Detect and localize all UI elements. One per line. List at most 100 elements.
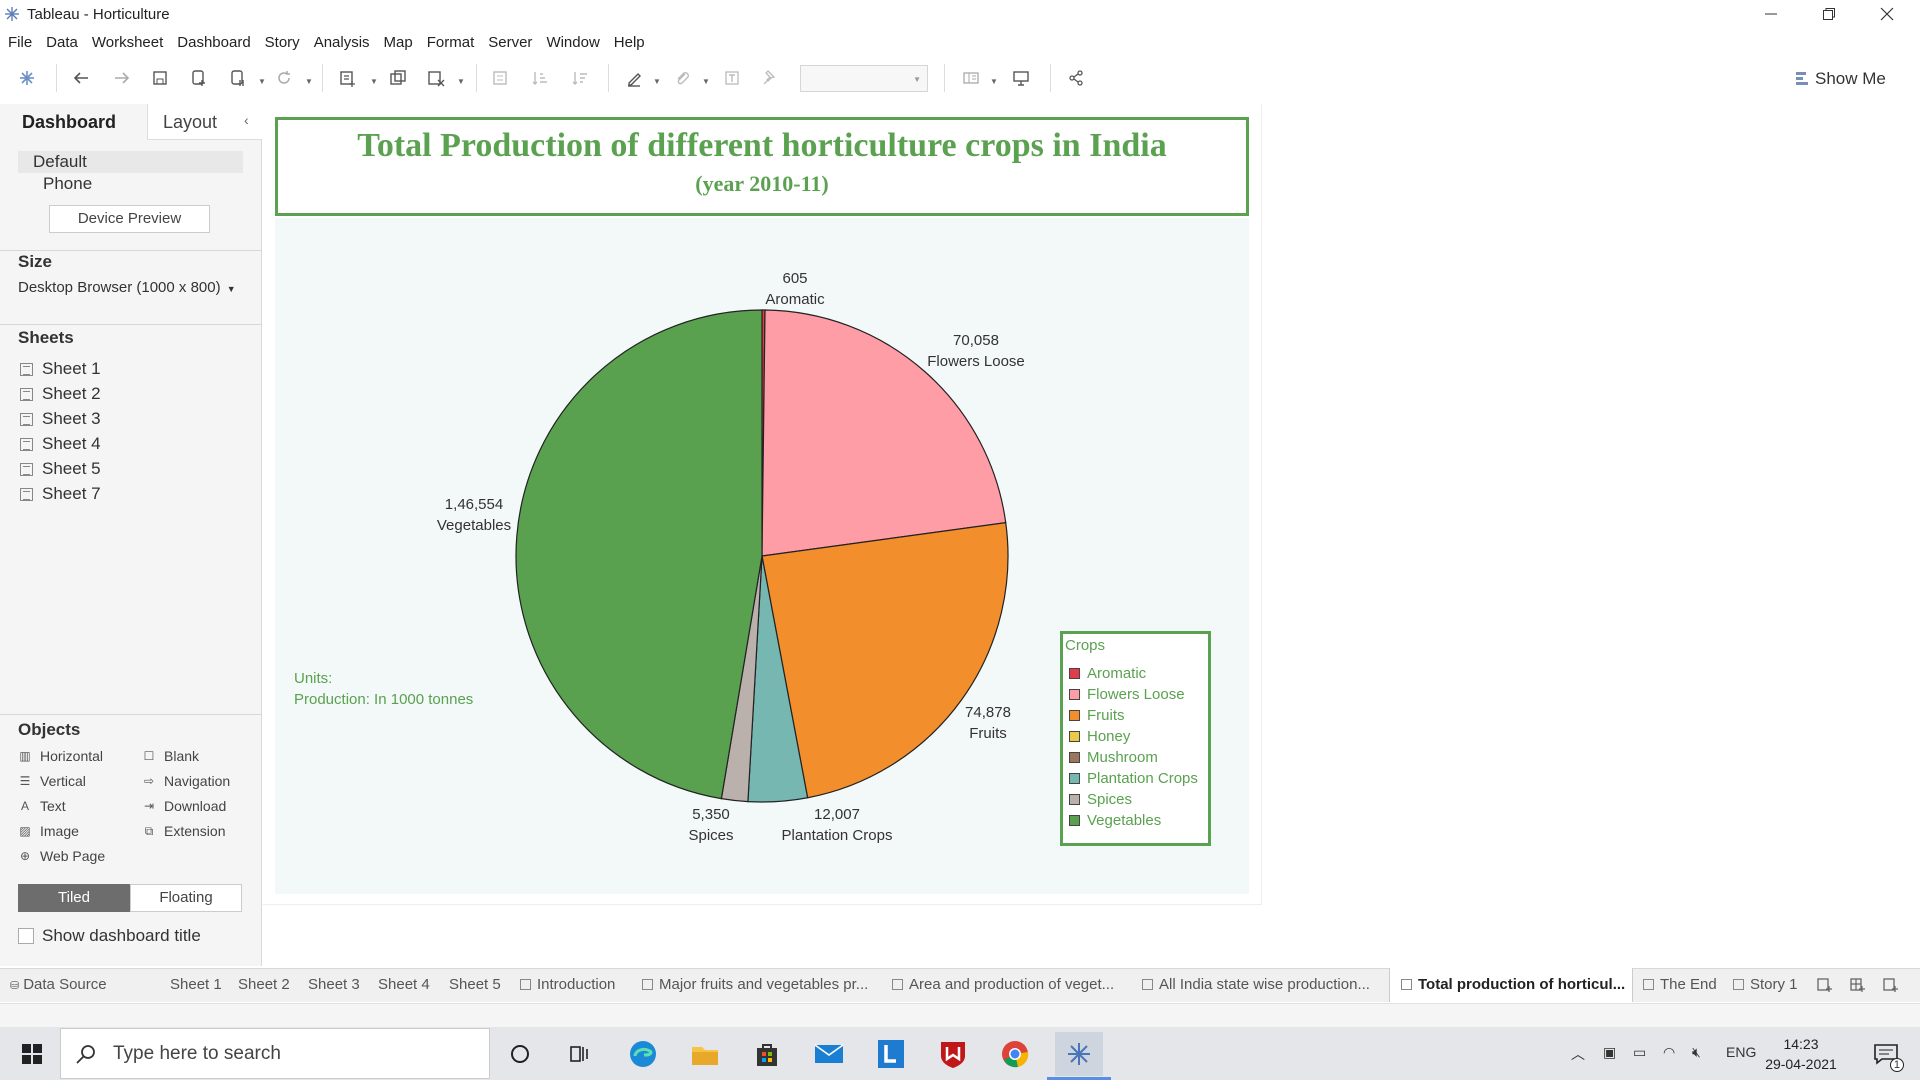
new-dashboard-tab-button[interactable] xyxy=(1845,973,1869,997)
new-worksheet-button[interactable] xyxy=(336,66,360,90)
tab-dashboard[interactable]: Dashboard xyxy=(0,104,147,140)
save-button[interactable] xyxy=(148,66,172,90)
sort-ascending-button[interactable] xyxy=(528,66,552,90)
show-cards-button[interactable] xyxy=(959,66,983,90)
legend-item[interactable]: Spices xyxy=(1069,790,1132,808)
task-view-button[interactable] xyxy=(556,1032,604,1076)
menu-worksheet[interactable]: Worksheet xyxy=(91,33,164,51)
new-sheet-dropdown-icon[interactable]: ▼ xyxy=(370,77,378,86)
legend-item[interactable]: Plantation Crops xyxy=(1069,769,1198,787)
start-button[interactable] xyxy=(8,1032,56,1076)
refresh-dropdown-icon[interactable]: ▼ xyxy=(305,77,313,86)
tab-state-wise[interactable]: All India state wise production... xyxy=(1142,968,1370,1002)
object-extension[interactable]: ⧉ Extension xyxy=(142,821,226,841)
tab-sheet-2[interactable]: Sheet 2 xyxy=(238,976,290,993)
object-download[interactable]: ⇥ Download xyxy=(142,796,226,816)
tab-sheet-4[interactable]: Sheet 4 xyxy=(378,976,430,993)
clear-sheet-button[interactable] xyxy=(424,66,448,90)
checkbox-box[interactable] xyxy=(18,928,34,944)
swap-rows-columns-button[interactable] xyxy=(488,66,512,90)
undo-button[interactable] xyxy=(70,66,94,90)
object-text[interactable]: A Text xyxy=(18,796,66,816)
fix-axes-button[interactable] xyxy=(758,66,782,90)
store-taskbar-icon[interactable] xyxy=(743,1032,791,1076)
object-blank[interactable]: ☐ Blank xyxy=(142,746,199,766)
tableau-taskbar-icon[interactable] xyxy=(1055,1032,1103,1076)
sheet-list-item[interactable]: Sheet 4 xyxy=(20,433,101,455)
tab-layout[interactable]: Layout xyxy=(147,104,262,140)
legend-item[interactable]: Mushroom xyxy=(1069,748,1158,766)
tab-major-fruits[interactable]: Major fruits and vegetables pr... xyxy=(642,968,868,1002)
menu-file[interactable]: File xyxy=(8,33,33,51)
object-vertical[interactable]: ☰ Vertical xyxy=(18,771,86,791)
presentation-mode-button[interactable] xyxy=(1009,66,1033,90)
tab-introduction[interactable]: Introduction xyxy=(520,968,615,1002)
collapse-panel-icon[interactable]: ‹ xyxy=(244,112,249,128)
group-members-button[interactable] xyxy=(670,66,694,90)
tab-sheet-5[interactable]: Sheet 5 xyxy=(449,976,501,993)
new-story-tab-button[interactable] xyxy=(1878,973,1902,997)
sort-descending-button[interactable] xyxy=(568,66,592,90)
sheet-list-item[interactable]: Sheet 2 xyxy=(20,383,101,405)
show-hidden-icons-button[interactable]: ︿ xyxy=(1571,1046,1585,1062)
show-dashboard-title-checkbox[interactable]: Show dashboard title xyxy=(18,926,201,946)
legend-item[interactable]: Fruits xyxy=(1069,706,1125,724)
clear-dropdown-icon[interactable]: ▼ xyxy=(457,77,465,86)
menu-format[interactable]: Format xyxy=(426,33,475,51)
pause-updates-button[interactable] xyxy=(226,66,250,90)
restore-button[interactable] xyxy=(1800,0,1858,28)
menu-dashboard[interactable]: Dashboard xyxy=(177,33,251,51)
close-button[interactable] xyxy=(1858,0,1916,28)
tab-sheet-3[interactable]: Sheet 3 xyxy=(308,976,360,993)
menu-analysis[interactable]: Analysis xyxy=(313,33,370,51)
menu-window[interactable]: Window xyxy=(546,33,600,51)
highlight-dropdown-icon[interactable]: ▼ xyxy=(653,77,661,86)
new-data-source-button[interactable] xyxy=(187,66,211,90)
battery-icon[interactable]: ▭ xyxy=(1633,1044,1647,1060)
device-phone[interactable]: Phone xyxy=(43,174,93,193)
dashboard-title-box[interactable]: Total Production of different horticultu… xyxy=(275,117,1249,216)
menu-story[interactable]: Story xyxy=(264,33,300,51)
legend-item[interactable]: Aromatic xyxy=(1069,664,1146,682)
legend-item[interactable]: Honey xyxy=(1069,727,1130,745)
speaker-muted-icon[interactable]: 🔇︎ xyxy=(1692,1044,1701,1060)
tab-story-1[interactable]: Story 1 xyxy=(1733,968,1798,1002)
tab-total-production[interactable]: Total production of horticul... xyxy=(1389,968,1633,1002)
wifi-icon[interactable]: ◠ xyxy=(1663,1044,1676,1060)
sheet-list-item[interactable]: Sheet 1 xyxy=(20,358,101,380)
floating-toggle[interactable]: Floating xyxy=(130,884,242,912)
menu-server[interactable]: Server xyxy=(488,33,533,51)
menu-data[interactable]: Data xyxy=(46,33,78,51)
edge-taskbar-icon[interactable] xyxy=(619,1032,667,1076)
refresh-button[interactable] xyxy=(272,66,296,90)
tableau-home-button[interactable] xyxy=(15,66,39,90)
tab-data-source[interactable]: ⛁ Data Source xyxy=(10,968,107,1002)
new-worksheet-tab-button[interactable] xyxy=(1812,973,1836,997)
highlight-button[interactable] xyxy=(622,66,646,90)
crops-legend[interactable]: Crops Aromatic Flowers Loose Fruits Honey Mu… xyxy=(1060,631,1211,846)
taskbar-clock[interactable]: 14:23 29-04-2021 xyxy=(1756,1034,1846,1074)
cortana-button[interactable] xyxy=(496,1032,544,1076)
l-app-taskbar-icon[interactable] xyxy=(867,1032,915,1076)
legend-item[interactable]: Vegetables xyxy=(1069,811,1161,829)
meet-now-icon[interactable]: ▣ xyxy=(1603,1044,1617,1060)
menu-map[interactable]: Map xyxy=(383,33,413,51)
device-default[interactable]: Default xyxy=(18,151,243,173)
size-dropdown[interactable]: Desktop Browser (1000 x 800) ▼ xyxy=(18,279,236,296)
tab-sheet-1[interactable]: Sheet 1 xyxy=(170,976,222,993)
fit-dropdown[interactable]: ▼ xyxy=(800,65,928,92)
minimize-button[interactable] xyxy=(1742,0,1800,28)
pause-dropdown-icon[interactable]: ▼ xyxy=(258,77,266,86)
mail-taskbar-icon[interactable] xyxy=(805,1032,853,1076)
object-horizontal[interactable]: ▥ Horizontal xyxy=(18,746,103,766)
redo-button[interactable] xyxy=(109,66,133,90)
object-navigation[interactable]: ⇨ Navigation xyxy=(142,771,230,791)
group-dropdown-icon[interactable]: ▼ xyxy=(702,77,710,86)
mcafee-taskbar-icon[interactable] xyxy=(929,1032,977,1076)
device-preview-button[interactable]: Device Preview xyxy=(49,205,210,233)
file-explorer-taskbar-icon[interactable] xyxy=(681,1032,729,1076)
sheet-list-item[interactable]: Sheet 5 xyxy=(20,458,101,480)
object-web-page[interactable]: ⊕ Web Page xyxy=(18,846,105,866)
cards-dropdown-icon[interactable]: ▼ xyxy=(990,77,998,86)
language-indicator[interactable]: ENG xyxy=(1726,1044,1757,1060)
